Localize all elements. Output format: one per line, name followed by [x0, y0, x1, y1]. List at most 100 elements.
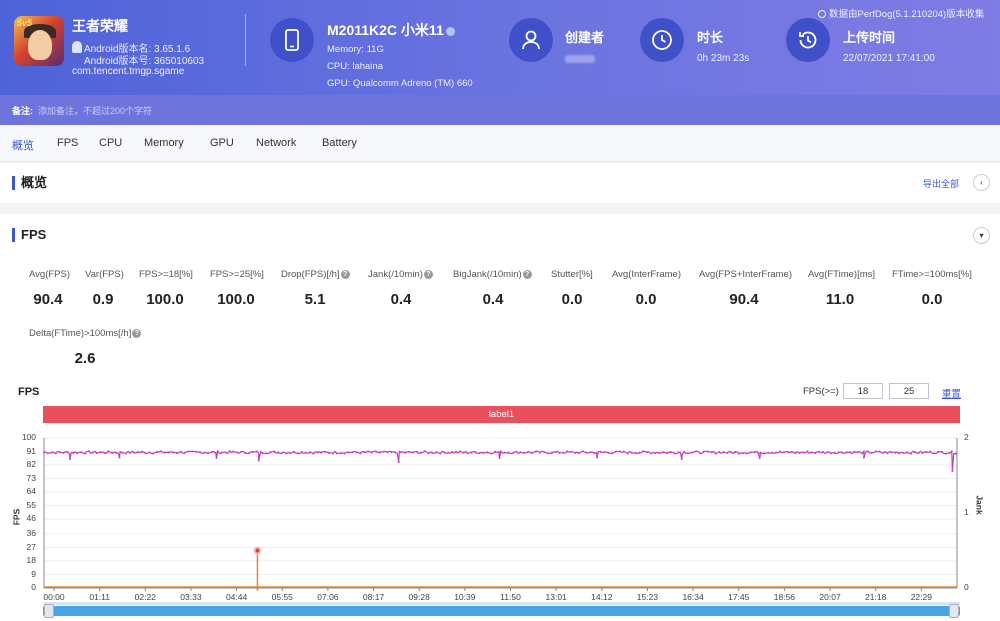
x-tick-label: 14:12 — [591, 592, 613, 602]
y-tick-label: 27 — [26, 541, 36, 552]
fps-panel-title: FPS — [12, 228, 46, 242]
user-icon — [509, 18, 553, 62]
x-tick-label: 09:28 — [408, 592, 430, 602]
x-tick-label: 02:22 — [134, 592, 156, 602]
y2-tick-label: 1 — [964, 507, 969, 517]
y-tick-label: 82 — [26, 459, 36, 469]
help-icon[interactable]: ? — [423, 269, 433, 279]
duration-value: 0h 23m 23s — [697, 53, 750, 64]
source-note: 数据由PerfDog(5.1.210204)版本收集 — [818, 6, 984, 20]
x-tick-label: 17:45 — [728, 592, 750, 602]
metric-value: 0.0 — [921, 291, 943, 308]
x-tick-label: 18:56 — [773, 592, 796, 602]
y-tick-label: 55 — [26, 499, 36, 510]
scrollbar-right-handle[interactable] — [949, 604, 959, 618]
android-version-code: Android版本号: 365010603 — [84, 56, 205, 67]
tab-network[interactable]: Network — [256, 137, 297, 149]
android-version-name: Android版本名: 3.65.1.6 — [84, 44, 191, 55]
scrollbar-preview — [43, 602, 960, 605]
metric-label: Drop(FPS)[/h]? — [281, 269, 350, 280]
x-tick-label: 05:55 — [271, 592, 293, 602]
x-tick-label: 22:29 — [910, 592, 932, 602]
help-icon[interactable]: ? — [132, 328, 142, 338]
metric-value: 0.0 — [635, 291, 657, 308]
chart-title: FPS — [18, 386, 40, 398]
x-tick-label: 07:06 — [317, 592, 339, 602]
chevron-down-icon: ▾ — [979, 231, 984, 240]
x-tick-label: 04:44 — [225, 592, 248, 602]
collapse-left-button[interactable]: ‹ — [973, 174, 990, 191]
metric-label-text: FPS>=25[%] — [210, 269, 264, 280]
x-tick-label: 08:17 — [362, 592, 385, 602]
overview-title: 概览 — [12, 176, 47, 190]
metric-label: Jank(/10min)? — [368, 269, 433, 280]
label-band[interactable]: label1 — [43, 406, 960, 423]
x-tick-label: 21:18 — [865, 592, 887, 602]
metric-label-text: FPS>=18[%] — [139, 269, 193, 280]
metric-label: Avg(InterFrame) — [612, 269, 681, 280]
creator-label: 创建者 — [565, 30, 605, 45]
time-range-scrollbar[interactable] — [43, 606, 960, 616]
device-model-text: M2011K2C 小米11 — [327, 22, 444, 38]
note-label: 备注: — [12, 106, 33, 116]
y-tick-label: 73 — [26, 472, 36, 483]
x-tick-label: 11:50 — [500, 592, 521, 602]
metric-label: Var(FPS) — [85, 269, 124, 280]
x-tick-label: 13:01 — [545, 592, 567, 602]
y2-axis-title: Jank — [974, 495, 985, 515]
note-input[interactable]: 添加备注，不超过200个字符 — [38, 106, 153, 116]
metric-value: 0.0 — [561, 291, 583, 308]
fps-threshold-high-input[interactable] — [889, 383, 929, 399]
overview-panel: 概览 — [0, 163, 1000, 203]
help-icon[interactable]: ? — [340, 269, 350, 279]
history-icon — [786, 18, 830, 62]
y-tick-label: 0 — [31, 582, 36, 592]
metric-label-text: Delta(FTime)>100ms[/h] — [29, 328, 132, 339]
metric-value: 2.6 — [74, 350, 96, 367]
creator-value-redacted — [565, 55, 595, 63]
metric-label-text: Avg(FPS+InterFrame) — [699, 269, 793, 280]
tab-fps[interactable]: FPS — [57, 137, 79, 149]
report-header: 5v5 王者荣耀 Android版本名: 3.65.1.6 Android版本号… — [0, 0, 1000, 95]
tab-memory[interactable]: Memory — [144, 137, 184, 149]
export-all-link[interactable]: 导出全部 — [923, 179, 960, 189]
info-circle-icon — [818, 10, 826, 19]
x-tick-label: 00:00 — [43, 592, 65, 602]
tab-overview[interactable]: 概览 — [12, 140, 34, 152]
y-tick-label: 91 — [26, 445, 36, 456]
tab-bar: 概览 FPS CPU Memory GPU Network Battery — [0, 125, 1000, 162]
x-tick-label: 16:34 — [682, 592, 704, 602]
upload-value: 22/07/2021 17:41:00 — [843, 53, 935, 64]
app-icon: 5v5 — [14, 16, 64, 66]
metric-label-text: FTime>=100ms[%] — [892, 269, 972, 280]
x-tick-label: 03:33 — [180, 592, 202, 602]
metric-label-text: Var(FPS) — [85, 269, 124, 280]
metric-label-text: Jank(/10min) — [368, 269, 423, 280]
scrollbar-left-handle[interactable] — [44, 604, 54, 618]
tab-battery[interactable]: Battery — [322, 137, 357, 149]
note-bar: 备注: 添加备注，不超过200个字符 — [0, 95, 1000, 125]
metric-label-text: Avg(InterFrame) — [612, 269, 681, 280]
reset-link[interactable]: 重置 — [942, 389, 962, 400]
x-tick-label: 01:11 — [89, 592, 110, 602]
x-tick-label: 15:23 — [636, 592, 659, 602]
metric-label-text: Drop(FPS)[/h] — [281, 269, 340, 280]
info-icon[interactable] — [445, 26, 455, 36]
header-divider — [245, 14, 246, 66]
metric-label-text: Stutter[%] — [551, 269, 593, 280]
android-icon — [72, 41, 82, 53]
collapse-fps-button[interactable]: ▾ — [973, 227, 990, 244]
chevron-left-icon: ‹ — [980, 178, 983, 187]
help-icon[interactable]: ? — [522, 269, 532, 279]
fps-threshold-low-input[interactable] — [843, 383, 883, 399]
metric-label-text: Avg(FTime)[ms] — [808, 269, 876, 280]
metric-label-text: Avg(FPS) — [29, 269, 71, 280]
metric-value: 5.1 — [304, 291, 326, 308]
metric-label: Avg(FTime)[ms] — [808, 269, 875, 280]
device-cpu: CPU: lahaina — [327, 61, 383, 72]
metric-value: 100.0 — [146, 291, 184, 308]
tab-cpu[interactable]: CPU — [99, 137, 123, 149]
metric-value: 0.4 — [390, 291, 412, 308]
metric-value: 90.4 — [33, 291, 63, 308]
tab-gpu[interactable]: GPU — [210, 137, 234, 149]
